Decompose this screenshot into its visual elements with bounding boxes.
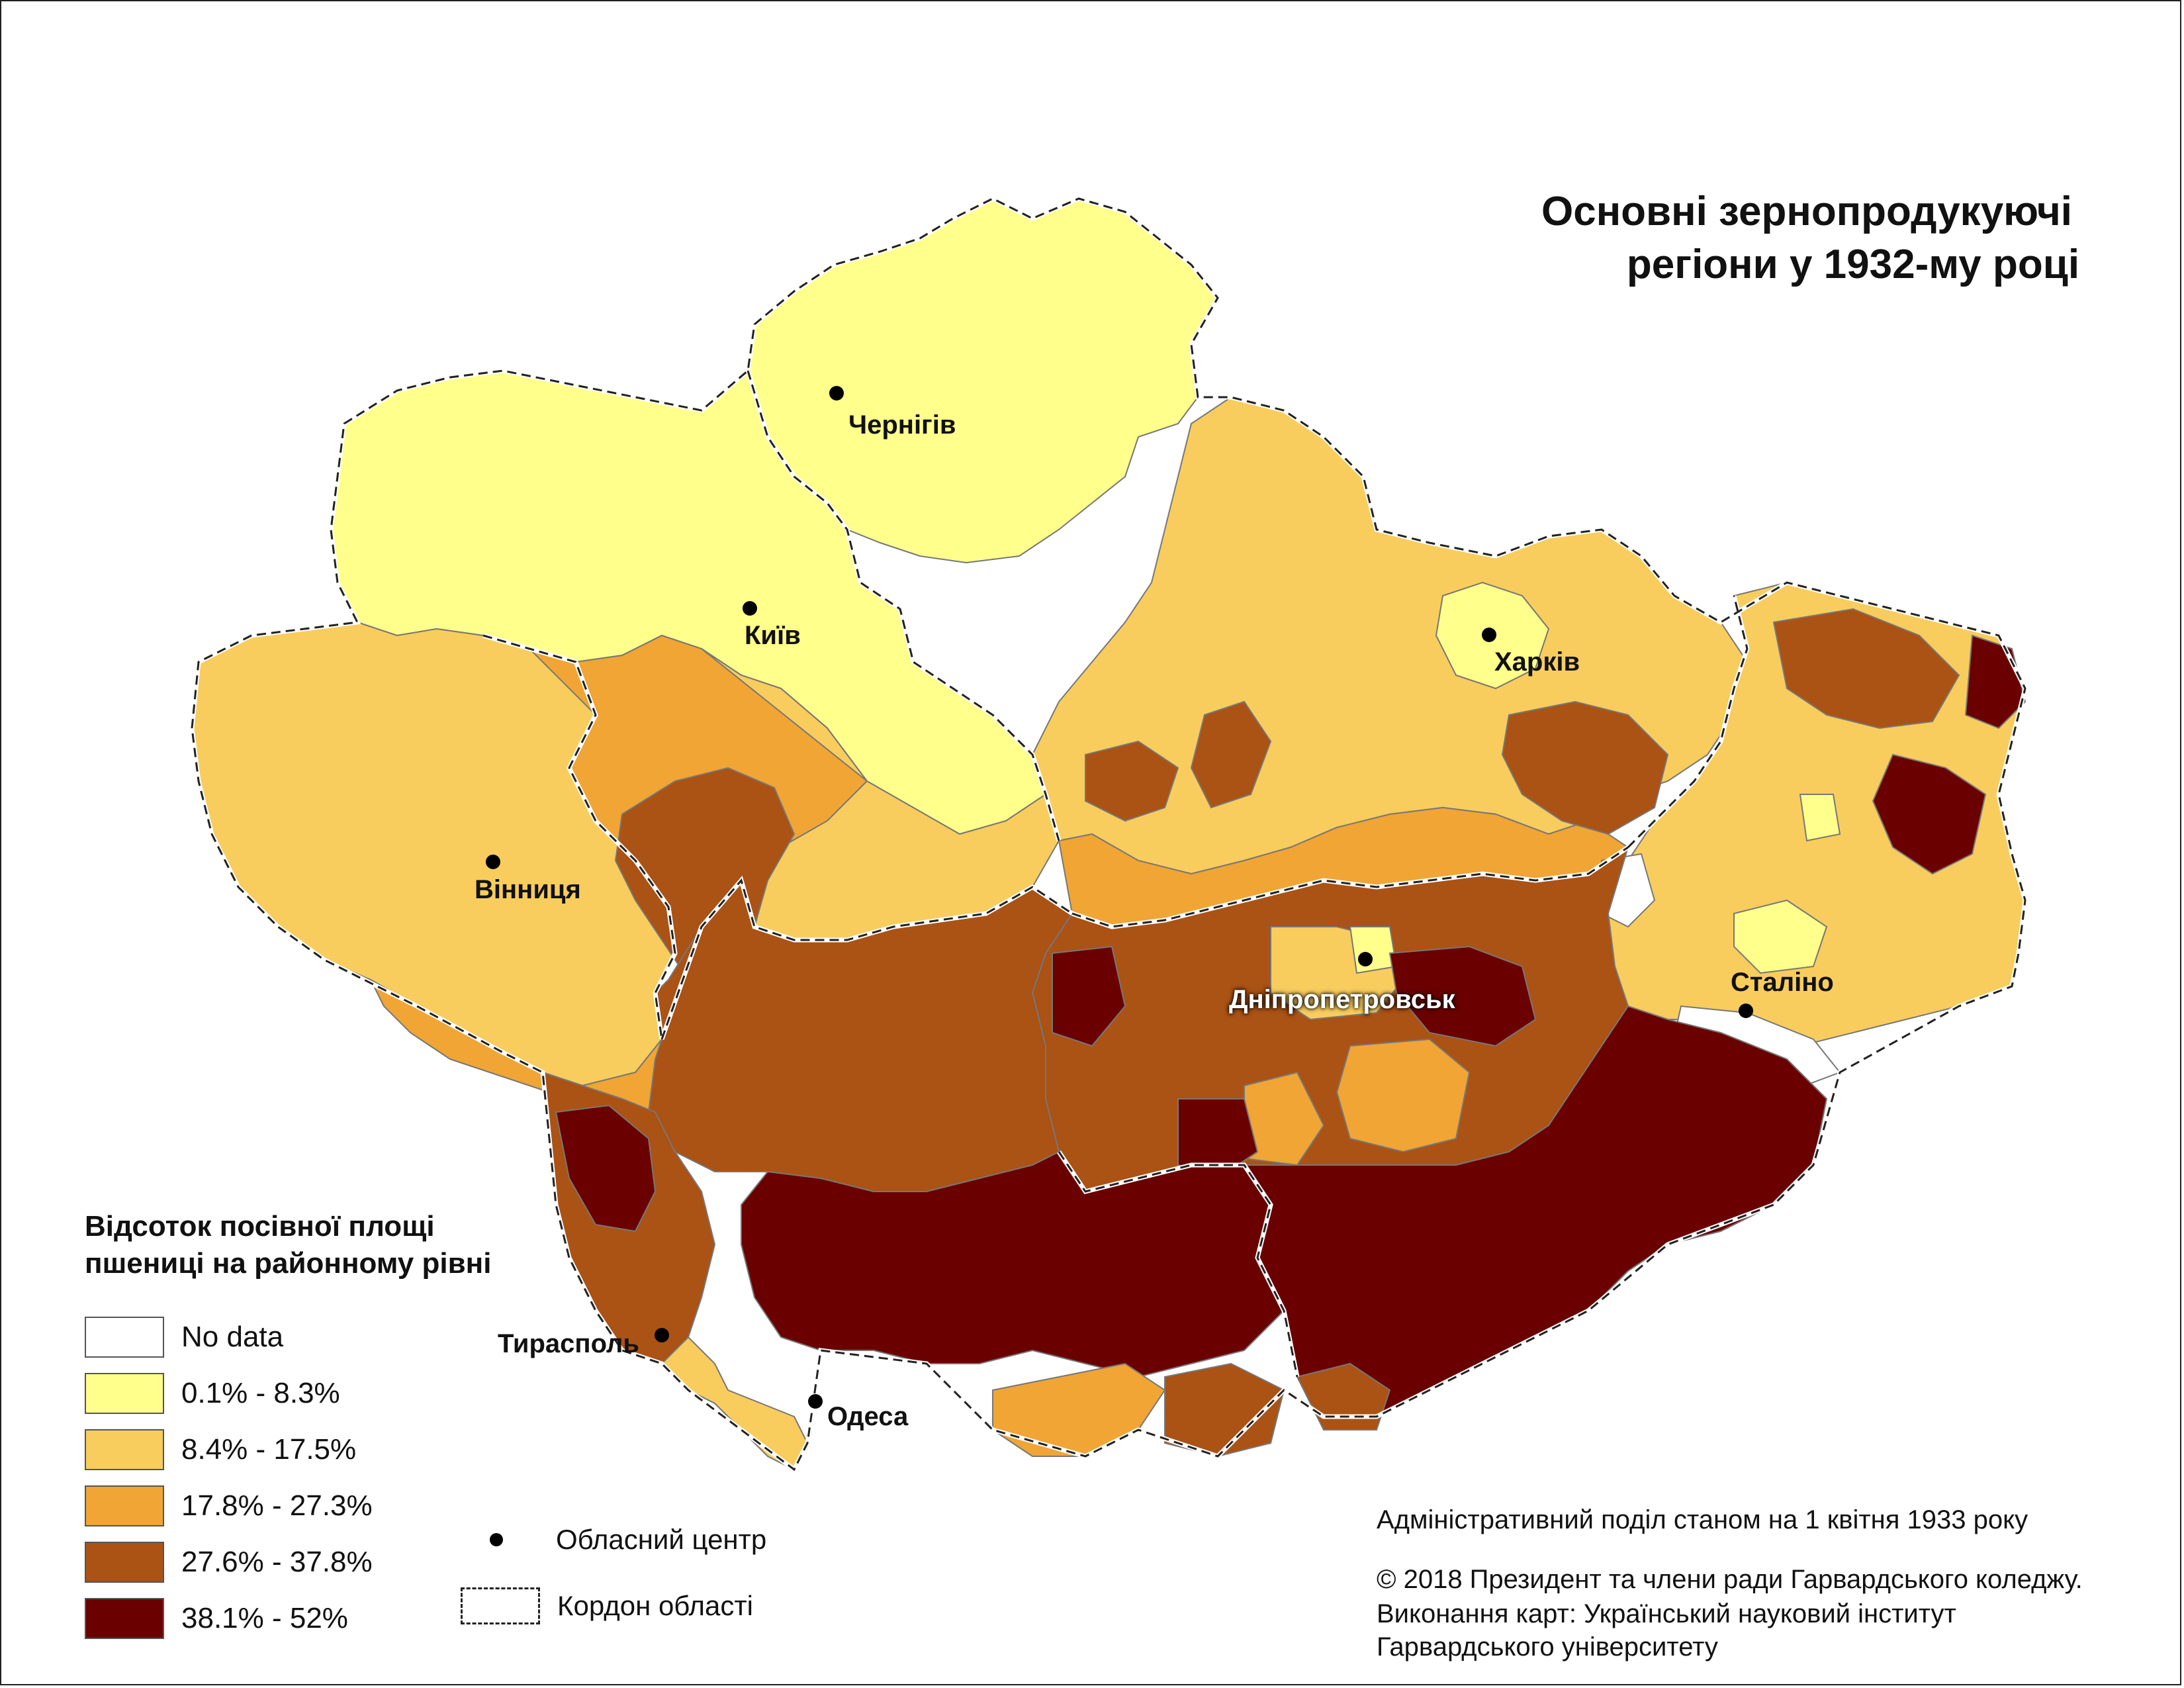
legend-symbol-center-label: Обласний центр xyxy=(556,1524,767,1555)
legend-label: 38.1% - 52% xyxy=(181,1602,348,1634)
region-coast-kherson xyxy=(992,1362,1166,1457)
city-label-chernihiv: Чернігів xyxy=(848,410,956,440)
city-label-tiraspol: Тирасполь xyxy=(498,1329,640,1358)
city-dot-chernihiv[interactable] xyxy=(829,386,844,400)
city-label-vinnytsia: Вінниця xyxy=(475,875,581,904)
region-dnipro-orange xyxy=(1336,1038,1471,1153)
legend-label: 27.6% - 37.8% xyxy=(181,1546,373,1578)
legend-symbol-border: Кордон області xyxy=(461,1587,753,1624)
dashed-border-icon xyxy=(461,1587,540,1624)
legend-title: Відсоток посівної площі пшениці на район… xyxy=(85,1208,491,1282)
legend-label: 0.1% - 8.3% xyxy=(181,1377,340,1409)
legend-swatch xyxy=(85,1373,164,1414)
legend-title-line2: пшениці на районному рівні xyxy=(85,1247,492,1280)
region-kharkiv-brown xyxy=(1501,700,1669,835)
footer-credits-2: Гарвардського університету xyxy=(1377,1632,1718,1662)
footer-credits-1: Виконання карт: Український науковий інс… xyxy=(1377,1599,1956,1628)
region-dnipro-dark xyxy=(1388,945,1537,1047)
city-dot-tiraspol[interactable] xyxy=(655,1328,669,1342)
region-tiraspol-dark xyxy=(555,1104,657,1233)
city-dot-dnipro[interactable] xyxy=(1358,952,1373,966)
legend-item-class1: 0.1% - 8.3% xyxy=(85,1372,340,1415)
legend-item-class4: 27.6% - 37.8% xyxy=(85,1540,373,1584)
legend-title-line1: Відсоток посівної площі xyxy=(85,1210,435,1243)
legend-item-nodata: No data xyxy=(85,1315,283,1359)
legend-swatch xyxy=(85,1542,164,1583)
region-kharkiv-brown-2 xyxy=(1085,740,1179,822)
border-kharkiv-dnipro-dash xyxy=(1071,846,1629,928)
region-stalino-dark-2 xyxy=(1872,753,1987,875)
region-stalino-brown xyxy=(1772,608,1960,729)
border-kyiv-vinnytsia-dash xyxy=(482,634,676,1040)
legend-label: 17.8% - 27.3% xyxy=(181,1489,373,1522)
map-title-line1: Основні зернопродукуючі xyxy=(1541,189,2072,234)
border-stalino-dash xyxy=(1627,595,1749,849)
region-coast-kherson-2 xyxy=(1164,1362,1285,1458)
border-outer-dash xyxy=(191,197,2026,1472)
region-stalino-yellow-2 xyxy=(1799,794,1841,842)
city-label-kharkiv: Харків xyxy=(1494,647,1580,677)
legend-swatch xyxy=(85,1598,164,1639)
footer-copyright: © 2018 Президент та члени ради Гарвардсь… xyxy=(1377,1565,2083,1594)
map-title: Основні зернопродукуючі регіони у 1932-м… xyxy=(1390,185,2184,291)
region-odessa-south xyxy=(741,1150,1285,1378)
legend-symbol-border-label: Кордон області xyxy=(557,1590,753,1621)
region-dnipro-yellow xyxy=(1349,926,1398,974)
oblast-borders-dash xyxy=(191,197,2026,1472)
region-kharkiv-brown-3 xyxy=(1190,700,1272,809)
city-dot-vinnytsia[interactable] xyxy=(486,855,500,869)
city-label-odesa: Одеса xyxy=(827,1402,909,1431)
map-title-line2: регіони у 1932-му році xyxy=(1626,242,2080,287)
legend-item-class2: 8.4% - 17.5% xyxy=(85,1428,356,1472)
region-stalino-yellow xyxy=(1733,899,1828,974)
city-dots xyxy=(486,386,1753,1409)
map-regions xyxy=(191,197,2026,1471)
city-label-kyiv: Київ xyxy=(745,621,801,650)
legend-label: No data xyxy=(181,1321,284,1353)
city-dot-kyiv[interactable] xyxy=(743,601,757,616)
city-dot-stalino[interactable] xyxy=(1739,1004,1753,1018)
legend-item-class3: 17.8% - 27.3% xyxy=(85,1484,373,1528)
legend-swatch xyxy=(85,1317,164,1358)
footer-admin-note: Адміністративний поділ станом на 1 квітн… xyxy=(1377,1505,2028,1534)
city-label-dnipro: Дніпропетровськ xyxy=(1229,985,1455,1014)
border-kyiv-odessa-dash xyxy=(660,878,1073,1040)
border-dnipro-odessa-dash xyxy=(1058,1151,1298,1378)
legend-swatch xyxy=(85,1485,164,1526)
city-dot-kharkiv[interactable] xyxy=(1482,628,1496,642)
legend-item-class5: 38.1% - 52% xyxy=(85,1597,348,1640)
legend-label: 8.4% - 17.5% xyxy=(181,1433,357,1466)
city-label-stalino: Сталіно xyxy=(1731,968,1834,997)
border-chernihiv-kyiv-dash xyxy=(747,370,1060,841)
region-coast-odessa xyxy=(660,1336,809,1471)
region-dnipro-dark-2 xyxy=(1052,945,1126,1047)
legend-swatch xyxy=(85,1429,164,1470)
center-dot-icon xyxy=(490,1533,503,1546)
city-dot-odesa[interactable] xyxy=(808,1394,823,1409)
legend-symbol-center: Обласний центр xyxy=(490,1524,766,1556)
